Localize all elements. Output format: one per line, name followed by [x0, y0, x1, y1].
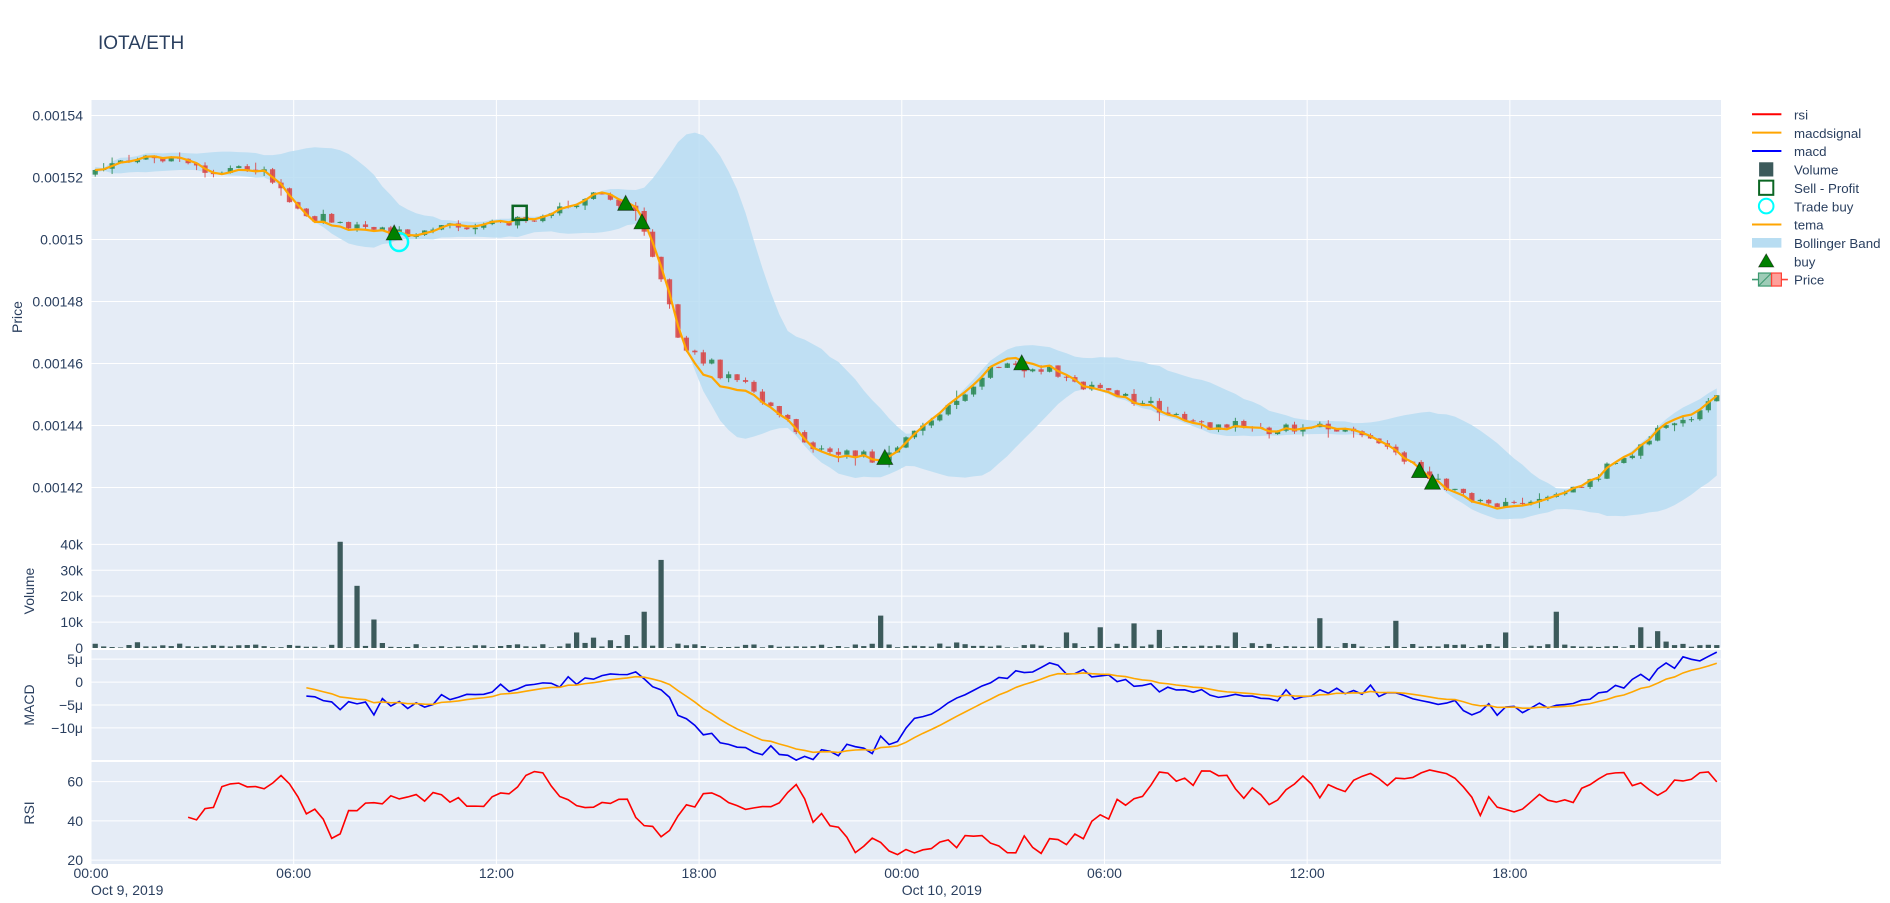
svg-text:0.00146: 0.00146 — [32, 356, 83, 372]
svg-text:00:00: 00:00 — [884, 865, 919, 881]
svg-text:Trade buy: Trade buy — [1794, 199, 1854, 214]
svg-text:RSI: RSI — [21, 801, 37, 824]
svg-text:−5μ: −5μ — [59, 697, 83, 713]
svg-text:00:00: 00:00 — [73, 865, 108, 881]
svg-text:Price: Price — [1794, 273, 1824, 288]
svg-text:Oct 10, 2019: Oct 10, 2019 — [902, 882, 982, 898]
svg-text:40k: 40k — [60, 536, 84, 552]
svg-text:18:00: 18:00 — [682, 865, 717, 881]
svg-text:buy: buy — [1794, 254, 1816, 269]
svg-text:12:00: 12:00 — [1290, 865, 1325, 881]
svg-text:60: 60 — [67, 774, 83, 790]
svg-text:tema: tema — [1794, 218, 1824, 233]
svg-text:12:00: 12:00 — [479, 865, 514, 881]
svg-text:40: 40 — [67, 813, 83, 829]
svg-text:20k: 20k — [60, 588, 84, 604]
svg-text:0.0015: 0.0015 — [40, 232, 83, 248]
svg-text:0.00142: 0.00142 — [32, 480, 83, 496]
svg-text:5μ: 5μ — [67, 651, 83, 667]
svg-text:Volume: Volume — [1794, 163, 1838, 178]
svg-text:Sell - Profit: Sell - Profit — [1794, 181, 1859, 196]
svg-text:Price: Price — [9, 301, 25, 333]
svg-text:Volume: Volume — [21, 567, 37, 614]
svg-text:30k: 30k — [60, 562, 84, 578]
svg-text:Oct 9, 2019: Oct 9, 2019 — [91, 882, 164, 898]
svg-text:MACD: MACD — [21, 684, 37, 725]
svg-text:0.00144: 0.00144 — [32, 418, 83, 434]
svg-text:Bollinger Band: Bollinger Band — [1794, 236, 1881, 251]
svg-text:IOTA/ETH: IOTA/ETH — [98, 33, 184, 54]
svg-text:macdsignal: macdsignal — [1794, 126, 1861, 141]
svg-text:0.00152: 0.00152 — [32, 170, 83, 186]
svg-text:10k: 10k — [60, 614, 84, 630]
svg-text:06:00: 06:00 — [1087, 865, 1122, 881]
svg-text:rsi: rsi — [1794, 108, 1808, 123]
svg-text:0: 0 — [75, 674, 83, 690]
svg-text:18:00: 18:00 — [1492, 865, 1527, 881]
svg-text:−10μ: −10μ — [51, 720, 83, 736]
svg-text:06:00: 06:00 — [276, 865, 311, 881]
svg-text:macd: macd — [1794, 144, 1827, 159]
svg-text:0.00154: 0.00154 — [32, 108, 83, 124]
svg-text:0.00148: 0.00148 — [32, 294, 83, 310]
